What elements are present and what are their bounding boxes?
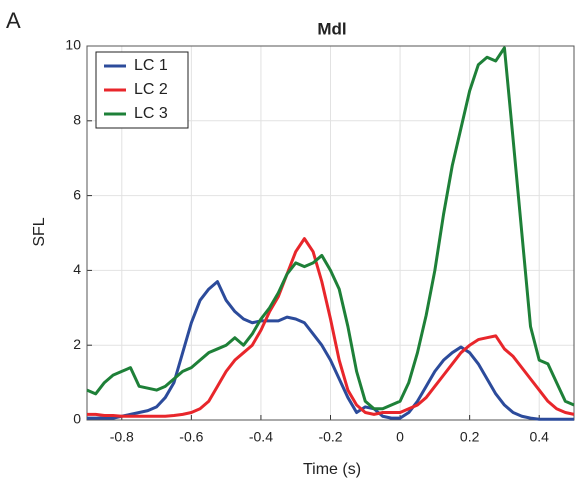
legend-label: LC 1 [134, 57, 168, 74]
x-tick-label: -0.6 [179, 429, 203, 445]
series-line [87, 237, 575, 418]
x-axis-label: Time (s) [303, 461, 361, 478]
y-tick-label: 10 [65, 37, 81, 53]
plot-frame [86, 45, 575, 421]
legend-label: LC 3 [134, 105, 168, 122]
y-tick-label: 4 [73, 261, 81, 277]
y-axis-label: SFL [31, 217, 48, 246]
x-tick-label: -0.4 [249, 429, 273, 445]
legend-label: LC 2 [134, 81, 168, 98]
x-tick-label: 0.4 [529, 429, 549, 445]
series-line [86, 46, 575, 411]
x-tick-label: 0 [396, 429, 404, 445]
y-tick-label: 8 [73, 112, 81, 128]
series-line [87, 280, 574, 421]
y-tick-label: 6 [73, 186, 81, 202]
x-tick-label: -0.8 [110, 429, 134, 445]
chart-title: Mdl [317, 19, 346, 38]
y-tick-label: 2 [73, 336, 81, 352]
x-tick-label: 0.2 [460, 429, 480, 445]
panel-label: A [6, 8, 21, 33]
y-tick-label: 0 [73, 411, 81, 427]
x-tick-label: -0.2 [318, 429, 342, 445]
